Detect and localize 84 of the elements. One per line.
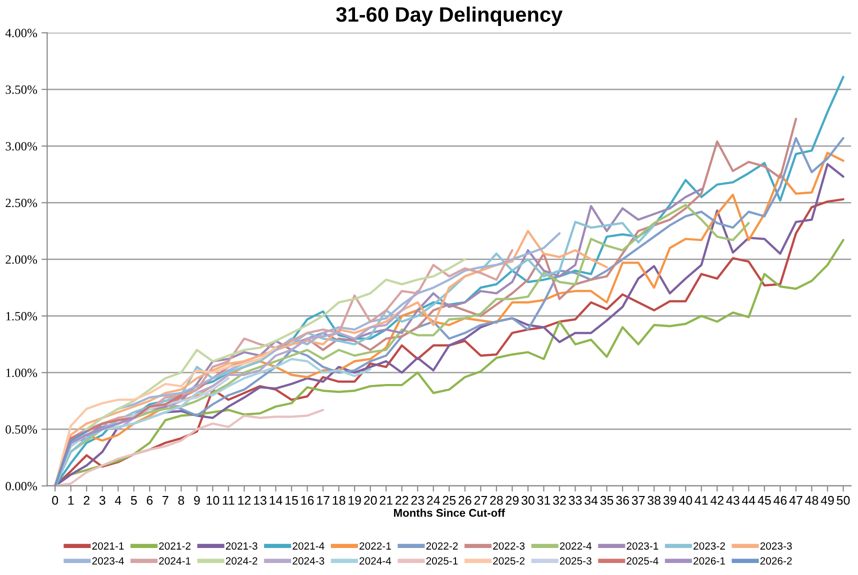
x-tick-label: 3 xyxy=(99,496,106,505)
x-tick-label: 8 xyxy=(178,496,184,505)
x-tick-label: 37 xyxy=(632,496,645,505)
legend-label: 2021-4 xyxy=(292,542,324,550)
x-axis-title: Months Since Cut-off xyxy=(394,508,506,517)
x-tick-label: 7 xyxy=(162,496,168,505)
x-tick-label: 31 xyxy=(537,496,550,505)
x-tick-label: 43 xyxy=(726,496,740,505)
y-tick-label: 1.50% xyxy=(6,312,38,320)
x-tick-label: 29 xyxy=(506,496,519,505)
legend-label: 2025-4 xyxy=(626,557,658,565)
x-tick-label: 46 xyxy=(774,496,787,505)
x-tick-label: 13 xyxy=(254,496,266,505)
x-tick-label: 1 xyxy=(68,496,74,505)
x-tick-label: 33 xyxy=(568,496,582,505)
x-tick-label: 38 xyxy=(648,496,660,505)
x-tick-label: 40 xyxy=(678,496,692,505)
legend-label: 2025-2 xyxy=(493,557,525,565)
x-tick-label: 22 xyxy=(396,496,408,505)
legend-label: 2023-3 xyxy=(760,542,792,550)
legend-label: 2021-2 xyxy=(159,542,190,550)
y-tick-label: 2.00% xyxy=(6,255,38,264)
x-tick-label: 10 xyxy=(206,496,220,505)
x-tick-label: 30 xyxy=(522,496,534,505)
x-tick-label: 34 xyxy=(584,496,598,505)
legend-label: 2023-4 xyxy=(92,557,124,565)
chart-title: 31-60 Day Delinquency xyxy=(336,6,563,26)
legend-label: 2021-3 xyxy=(226,542,258,550)
x-tick-label: 12 xyxy=(238,496,251,505)
x-tick-label: 28 xyxy=(490,496,503,505)
x-tick-label: 32 xyxy=(553,496,566,505)
x-tick-label: 48 xyxy=(805,496,818,505)
legend-label: 2022-1 xyxy=(360,542,391,550)
x-tick-label: 17 xyxy=(317,496,330,505)
x-tick-label: 44 xyxy=(742,496,756,505)
y-tick-label: 3.50% xyxy=(6,85,38,94)
x-tick-label: 25 xyxy=(442,496,456,505)
x-tick-label: 14 xyxy=(270,496,282,505)
x-tick-label: 18 xyxy=(332,496,346,505)
legend-label: 2024-1 xyxy=(159,557,191,565)
legend-label: 2022-4 xyxy=(560,542,592,550)
x-tick-label: 0 xyxy=(52,496,58,505)
x-tick-label: 27 xyxy=(474,496,488,505)
x-tick-label: 6 xyxy=(146,496,153,505)
x-tick-label: 23 xyxy=(411,496,424,505)
x-tick-label: 47 xyxy=(789,496,802,505)
x-tick-label: 2 xyxy=(84,496,90,505)
legend-label: 2024-3 xyxy=(292,557,324,565)
x-tick-label: 4 xyxy=(114,496,122,505)
legend-label: 2024-4 xyxy=(360,557,392,565)
x-tick-label: 9 xyxy=(194,496,200,505)
x-tick-label: 50 xyxy=(836,496,850,505)
x-tick-label: 39 xyxy=(663,496,676,505)
legend-label: 2025-1 xyxy=(426,557,458,565)
legend-label: 2024-2 xyxy=(226,557,258,565)
x-tick-label: 36 xyxy=(616,496,629,505)
y-tick-label: 1.00% xyxy=(6,368,38,378)
legend-label: 2022-2 xyxy=(426,542,458,550)
x-tick-label: 35 xyxy=(600,496,614,505)
legend-label: 2025-3 xyxy=(560,557,592,565)
y-tick-label: 4.00% xyxy=(5,28,38,38)
legend-label: 2022-3 xyxy=(493,542,525,550)
y-tick-label: 0.50% xyxy=(6,425,38,434)
x-tick-label: 11 xyxy=(222,496,234,505)
x-tick-label: 24 xyxy=(427,496,440,505)
x-tick-label: 45 xyxy=(758,496,771,505)
x-tick-label: 41 xyxy=(694,496,708,505)
legend-label: 2021-1 xyxy=(92,542,124,550)
x-tick-label: 26 xyxy=(458,496,472,505)
y-tick-label: 0.00% xyxy=(6,482,38,490)
x-tick-label: 21 xyxy=(380,496,392,505)
x-tick-label: 16 xyxy=(301,496,314,505)
legend-label: 2026-1 xyxy=(694,557,725,565)
legend-label: 2026-2 xyxy=(760,557,792,565)
x-tick-label: 20 xyxy=(364,496,377,505)
x-tick-label: 15 xyxy=(286,496,298,505)
x-tick-label: 5 xyxy=(130,496,137,505)
legend-label: 2023-2 xyxy=(694,542,725,550)
x-tick-label: 49 xyxy=(820,496,834,505)
legend-label: 2023-1 xyxy=(626,542,658,550)
y-tick-label: 3.00% xyxy=(6,142,38,151)
x-tick-label: 42 xyxy=(710,496,724,505)
y-tick-label: 2.50% xyxy=(6,198,38,208)
x-tick-label: 19 xyxy=(348,496,361,505)
